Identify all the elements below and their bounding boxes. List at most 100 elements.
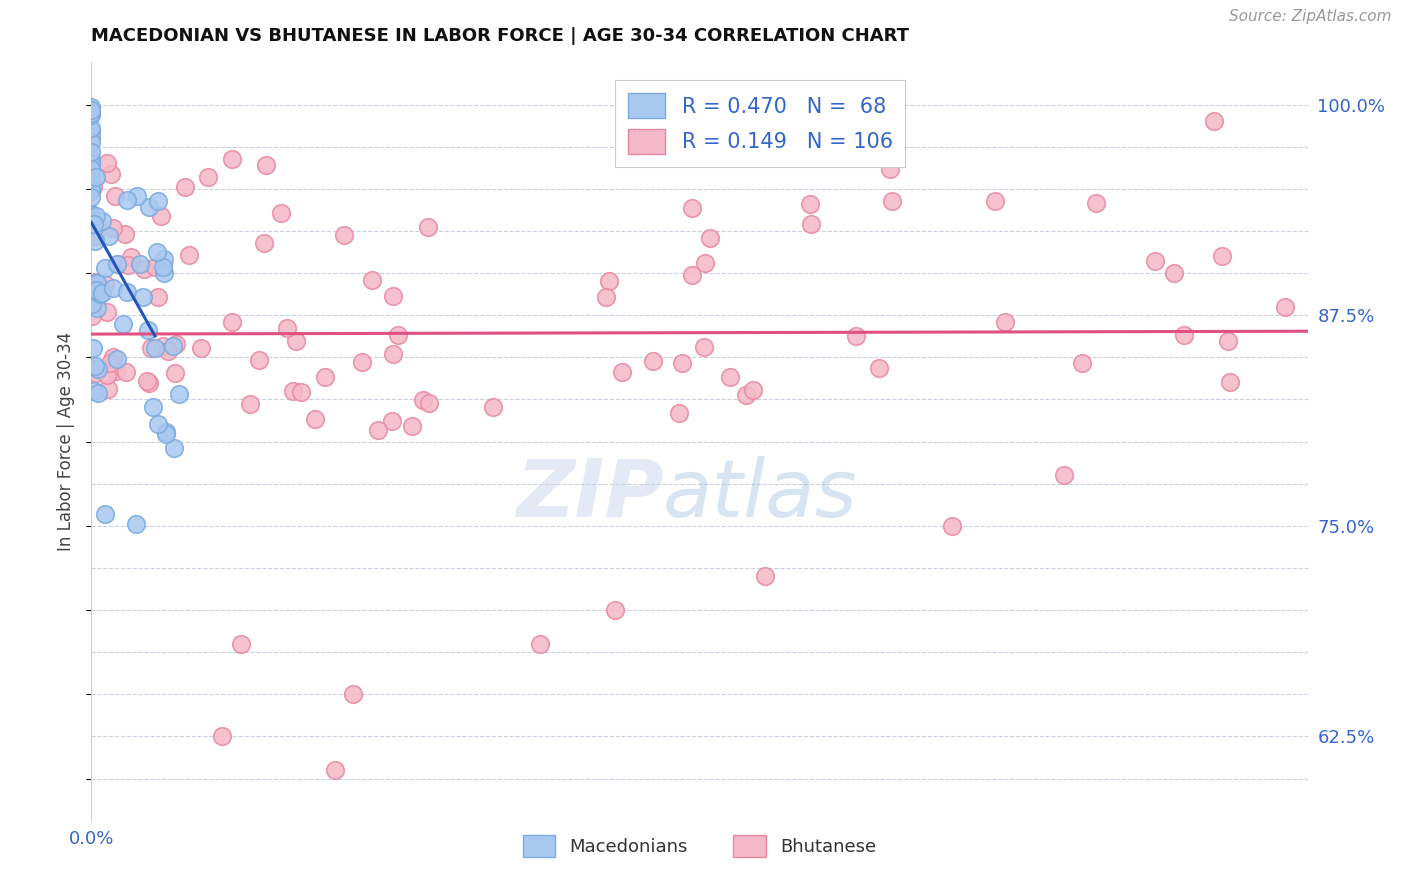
Point [90,214,112,228]
Point [879,162,901,177]
Point [387,327,409,342]
Point [114,365,136,379]
Point [100,167,122,181]
Point [80,123,103,137]
Point [610,365,633,379]
Point [80,145,103,159]
Point [381,347,404,361]
Point [98,228,121,243]
Point [735,388,758,402]
Point [98,356,121,370]
Point [86,301,108,315]
Point [984,194,1007,208]
Point [254,159,277,173]
Point [699,231,721,245]
Text: ZIP: ZIP [516,456,664,533]
Point [143,341,166,355]
Point [84,170,107,185]
Point [80,156,103,170]
Point [671,356,693,370]
Point [177,248,200,262]
Point [253,235,276,250]
Point [152,339,174,353]
Point [87,362,110,376]
Point [412,392,434,407]
Point [80,184,103,198]
Point [880,194,903,209]
Point [174,180,197,194]
Point [367,423,389,437]
Point [157,343,180,358]
Point [276,321,298,335]
Point [695,256,717,270]
Point [418,220,440,235]
Point [125,189,148,203]
Point [80,208,103,222]
Point [84,284,107,298]
Point [117,193,139,207]
Point [681,201,703,215]
Legend: Macedonians, Bhutanese: Macedonians, Bhutanese [516,828,883,864]
Point [605,603,627,617]
Point [1173,327,1195,342]
Point [138,200,160,214]
Y-axis label: In Labor Force | Age 30-34: In Labor Force | Age 30-34 [58,332,76,551]
Point [83,229,105,244]
Point [101,220,124,235]
Point [80,207,103,221]
Point [80,190,103,204]
Point [418,395,440,409]
Point [80,212,103,227]
Point [799,197,821,211]
Point [80,163,103,178]
Point [84,359,107,374]
Point [86,209,108,223]
Point [80,108,103,122]
Point [82,179,104,194]
Point [146,194,169,208]
Point [80,298,103,312]
Point [94,277,117,291]
Point [82,362,104,376]
Text: atlas: atlas [664,456,858,533]
Point [86,276,108,290]
Point [132,289,155,303]
Point [80,103,103,118]
Point [117,258,139,272]
Point [382,289,405,303]
Point [643,354,665,368]
Point [138,323,160,337]
Text: MACEDONIAN VS BHUTANESE IN LABOR FORCE | AGE 30-34 CORRELATION CHART: MACEDONIAN VS BHUTANESE IN LABOR FORCE |… [91,27,910,45]
Point [143,260,166,275]
Point [104,188,127,202]
Point [80,100,103,114]
Point [1219,375,1241,389]
Point [83,384,105,398]
Point [529,637,551,651]
Point [352,355,374,369]
Point [80,105,103,120]
Point [165,337,187,351]
Point [80,286,103,301]
Point [91,286,114,301]
Point [80,309,103,323]
Point [221,152,243,166]
Point [101,281,124,295]
Point [80,120,103,135]
Point [150,209,173,223]
Point [1274,301,1296,315]
Point [197,169,219,184]
Point [107,257,129,271]
Point [742,383,765,397]
Point [82,277,104,292]
Point [80,181,103,195]
Point [1202,114,1225,128]
Point [82,296,104,310]
Point [80,170,103,185]
Point [162,339,184,353]
Point [754,569,776,583]
Point [869,361,891,376]
Point [314,369,336,384]
Point [82,342,104,356]
Point [96,156,118,170]
